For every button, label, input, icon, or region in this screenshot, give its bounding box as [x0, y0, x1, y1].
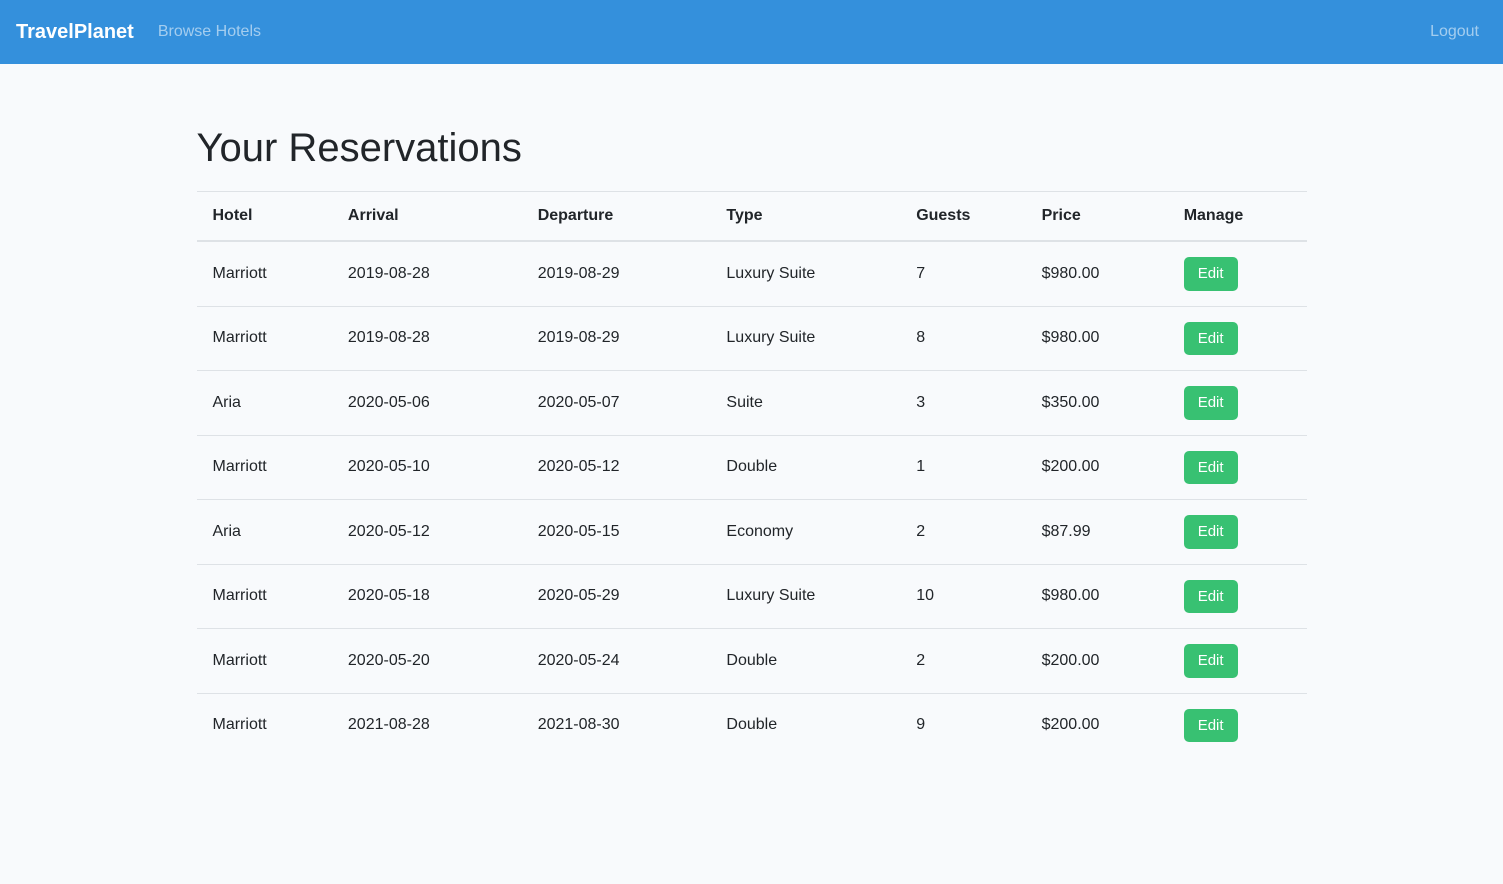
column-header-manage: Manage — [1167, 191, 1307, 242]
cell-guests: 8 — [900, 305, 1026, 371]
top-navbar: TravelPlanet Browse Hotels Logout — [0, 0, 1503, 64]
cell-guests: 7 — [900, 240, 1026, 306]
cell-manage: Edit — [1167, 305, 1307, 371]
cell-arrival: 2020-05-18 — [331, 563, 522, 629]
column-header-departure: Departure — [521, 191, 711, 242]
cell-price: $87.99 — [1025, 499, 1168, 564]
cell-guests: 9 — [900, 692, 1026, 757]
cell-arrival: 2021-08-28 — [331, 692, 522, 757]
cell-hotel: Marriott — [196, 628, 332, 693]
cell-price: $980.00 — [1025, 240, 1168, 306]
cell-guests: 3 — [900, 370, 1026, 435]
cell-arrival: 2020-05-20 — [331, 628, 522, 693]
edit-button[interactable]: Edit — [1183, 644, 1238, 678]
cell-type: Economy — [710, 499, 901, 564]
table-row: Marriott 2020-05-10 2020-05-12 Double 1 … — [196, 434, 1307, 500]
cell-departure: 2019-08-29 — [521, 240, 711, 306]
cell-arrival: 2020-05-12 — [331, 499, 522, 564]
table-row: Marriott 2019-08-28 2019-08-29 Luxury Su… — [196, 305, 1307, 371]
edit-button[interactable]: Edit — [1183, 321, 1238, 355]
edit-button[interactable]: Edit — [1183, 257, 1238, 291]
column-header-type: Type — [710, 191, 901, 242]
column-header-hotel: Hotel — [196, 191, 332, 242]
cell-type: Double — [710, 628, 901, 693]
cell-hotel: Marriott — [196, 434, 332, 500]
cell-type: Luxury Suite — [710, 305, 901, 371]
cell-departure: 2021-08-30 — [521, 692, 711, 757]
column-header-price: Price — [1025, 191, 1168, 242]
cell-departure: 2020-05-15 — [521, 499, 711, 564]
cell-price: $200.00 — [1025, 628, 1168, 693]
cell-departure: 2020-05-12 — [521, 434, 711, 500]
cell-arrival: 2019-08-28 — [331, 240, 522, 306]
cell-hotel: Aria — [196, 370, 332, 435]
table-row: Marriott 2019-08-28 2019-08-29 Luxury Su… — [196, 240, 1307, 306]
cell-departure: 2020-05-29 — [521, 563, 711, 629]
cell-manage: Edit — [1167, 628, 1307, 693]
column-header-arrival: Arrival — [331, 191, 522, 242]
cell-price: $350.00 — [1025, 370, 1168, 435]
cell-price: $200.00 — [1025, 434, 1168, 500]
cell-price: $200.00 — [1025, 692, 1168, 757]
cell-manage: Edit — [1167, 434, 1307, 500]
main-content: Your Reservations Hotel Arrival Departur… — [196, 64, 1307, 757]
edit-button[interactable]: Edit — [1183, 515, 1238, 549]
edit-button[interactable]: Edit — [1183, 579, 1238, 613]
cell-manage: Edit — [1167, 240, 1307, 306]
cell-guests: 2 — [900, 628, 1026, 693]
cell-hotel: Marriott — [196, 305, 332, 371]
cell-manage: Edit — [1167, 499, 1307, 564]
table-row: Aria 2020-05-12 2020-05-15 Economy 2 $87… — [196, 499, 1307, 564]
cell-manage: Edit — [1167, 563, 1307, 629]
cell-guests: 10 — [900, 563, 1026, 629]
cell-type: Luxury Suite — [710, 240, 901, 306]
edit-button[interactable]: Edit — [1183, 450, 1238, 484]
cell-type: Double — [710, 692, 901, 757]
cell-manage: Edit — [1167, 692, 1307, 757]
nav-link-logout[interactable]: Logout — [1430, 23, 1479, 40]
cell-departure: 2019-08-29 — [521, 305, 711, 371]
reservations-table: Hotel Arrival Departure Type Guests Pric… — [196, 191, 1307, 757]
cell-manage: Edit — [1167, 370, 1307, 435]
column-header-guests: Guests — [900, 191, 1026, 242]
edit-button[interactable]: Edit — [1183, 708, 1238, 742]
table-row: Marriott 2021-08-28 2021-08-30 Double 9 … — [196, 692, 1307, 757]
cell-type: Double — [710, 434, 901, 500]
table-body: Marriott 2019-08-28 2019-08-29 Luxury Su… — [196, 240, 1307, 757]
cell-guests: 1 — [900, 434, 1026, 500]
cell-price: $980.00 — [1025, 563, 1168, 629]
cell-departure: 2020-05-24 — [521, 628, 711, 693]
cell-departure: 2020-05-07 — [521, 370, 711, 435]
cell-hotel: Marriott — [196, 563, 332, 629]
cell-price: $980.00 — [1025, 305, 1168, 371]
table-header-row: Hotel Arrival Departure Type Guests Pric… — [196, 191, 1307, 242]
cell-hotel: Marriott — [196, 240, 332, 306]
cell-hotel: Marriott — [196, 692, 332, 757]
table-row: Marriott 2020-05-20 2020-05-24 Double 2 … — [196, 628, 1307, 693]
edit-button[interactable]: Edit — [1183, 386, 1238, 420]
cell-type: Luxury Suite — [710, 563, 901, 629]
nav-link-browse-hotels[interactable]: Browse Hotels — [157, 23, 261, 40]
cell-guests: 2 — [900, 499, 1026, 564]
page-title: Your Reservations — [196, 126, 522, 170]
cell-hotel: Aria — [196, 499, 332, 564]
cell-arrival: 2020-05-06 — [331, 370, 522, 435]
cell-arrival: 2020-05-10 — [331, 434, 522, 500]
table-row: Marriott 2020-05-18 2020-05-29 Luxury Su… — [196, 563, 1307, 629]
table-row: Aria 2020-05-06 2020-05-07 Suite 3 $350.… — [196, 370, 1307, 435]
cell-type: Suite — [710, 370, 901, 435]
cell-arrival: 2019-08-28 — [331, 305, 522, 371]
brand-link[interactable]: TravelPlanet — [16, 20, 134, 43]
